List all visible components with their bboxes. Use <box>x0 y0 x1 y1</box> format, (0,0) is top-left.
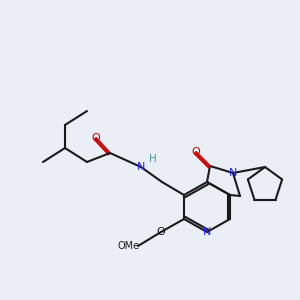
Text: OMe: OMe <box>118 241 140 251</box>
Text: O: O <box>92 133 100 143</box>
Text: N: N <box>229 168 237 178</box>
Text: O: O <box>192 147 200 157</box>
Text: O: O <box>157 227 165 237</box>
Text: N: N <box>203 227 211 237</box>
Text: H: H <box>149 154 157 164</box>
Text: N: N <box>137 162 145 172</box>
